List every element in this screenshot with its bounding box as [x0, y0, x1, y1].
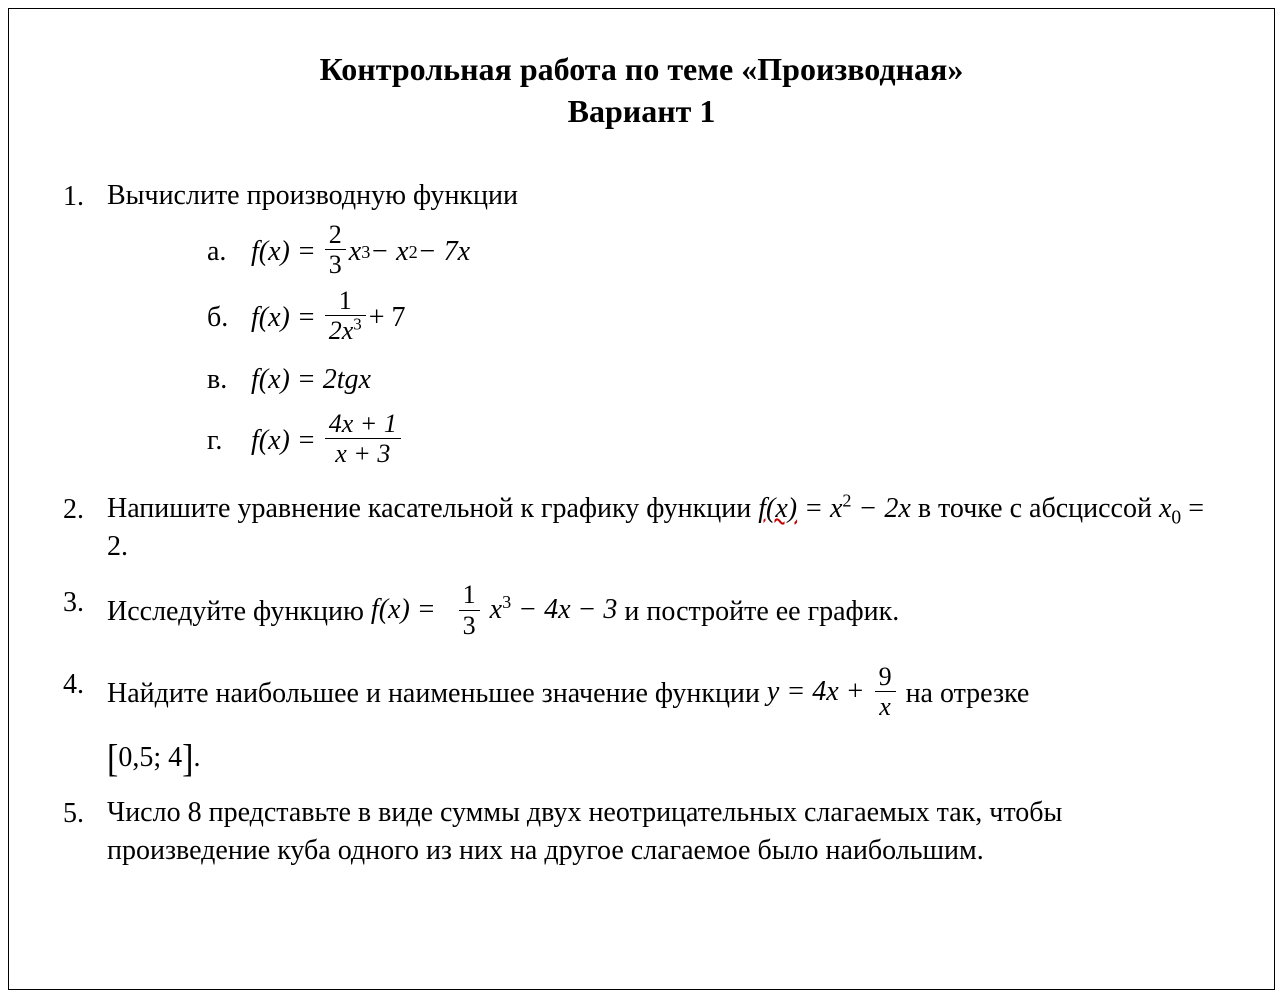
- formula-g: f(x) = 4x + 1 x + 3: [251, 412, 404, 470]
- numerator: 1: [325, 287, 366, 316]
- problem-number: 1.: [59, 177, 107, 478]
- exponent: 3: [502, 592, 511, 612]
- formula: y = 4x + 9 x: [767, 665, 899, 723]
- subitem-label: б.: [207, 298, 251, 337]
- fx: f(x) = 2: [251, 360, 337, 399]
- y-eq: y = 4x +: [767, 676, 865, 707]
- subitem-g: г. f(x) = 4x + 1 x + 3: [207, 412, 1224, 470]
- problem-2: 2. Напишите уравнение касательной к граф…: [59, 490, 1224, 566]
- term: − 2x: [852, 493, 911, 524]
- den-text: 2x: [329, 316, 354, 345]
- subitem-a: а. f(x) = 2 3 x3 − x 2 − 7x: [207, 223, 1224, 281]
- fraction: 4x + 1 x + 3: [325, 410, 401, 468]
- problem-number: 4.: [59, 665, 107, 782]
- subscript: 0: [1171, 507, 1181, 528]
- term: x: [490, 595, 502, 626]
- interval: [0,5; 4].: [107, 737, 200, 783]
- x-var: x: [359, 360, 371, 399]
- problem-body: Вычислите производную функции а. f(x) = …: [107, 177, 1224, 478]
- title-line-2: Вариант 1: [59, 91, 1224, 133]
- subitem-label: а.: [207, 232, 251, 271]
- denominator: x + 3: [325, 439, 401, 467]
- subitem-v: в. f(x) = 2tgx: [207, 354, 1224, 404]
- exponent: 3: [353, 314, 361, 333]
- denominator: 3: [459, 611, 480, 639]
- num-text: 4x + 1: [329, 409, 397, 438]
- term: + 7: [369, 298, 406, 337]
- fx: f(x) =: [251, 232, 316, 271]
- bracket-close: ]: [182, 733, 193, 786]
- term: − x: [370, 232, 408, 271]
- problem-body: Число 8 представьте в виде суммы двух не…: [107, 794, 1224, 870]
- problem-number: 2.: [59, 490, 107, 566]
- formula: f(x) = 1 3 x3 − 4x − 3: [371, 583, 618, 641]
- term: − 4x − 3: [518, 595, 617, 626]
- subitem-label: г.: [207, 421, 251, 460]
- x0: x: [1159, 493, 1171, 524]
- problem-number: 3.: [59, 583, 107, 641]
- title-line-1: Контрольная работа по теме «Производная»: [59, 49, 1224, 91]
- period: .: [193, 742, 200, 773]
- problem-4: 4. Найдите наибольшее и наименьшее значе…: [59, 665, 1224, 782]
- bracket-open: [: [107, 733, 118, 786]
- text: Исследуйте функцию: [107, 593, 364, 631]
- denominator: x: [875, 692, 896, 720]
- text: Найдите наибольшее и наименьшее значение…: [107, 675, 760, 713]
- subitems: а. f(x) = 2 3 x3 − x2 − 7x: [207, 223, 1224, 470]
- fx: f(x) =: [251, 421, 316, 460]
- problem-number: 5.: [59, 794, 107, 870]
- term: x: [349, 232, 361, 271]
- problem-body: Исследуйте функцию f(x) = 1 3 x3 − 4x − …: [107, 583, 1224, 641]
- problem-body: Найдите наибольшее и наименьшее значение…: [107, 665, 1224, 782]
- problem-5: 5. Число 8 представьте в виде суммы двух…: [59, 794, 1224, 870]
- fraction: 9 x: [875, 663, 896, 721]
- fx: f(x) =: [371, 595, 436, 626]
- numerator: 4x + 1: [325, 410, 401, 439]
- document-page: Контрольная работа по теме «Производная»…: [8, 8, 1275, 990]
- term: − 7x: [418, 232, 470, 271]
- numerator: 9: [875, 663, 896, 692]
- fraction: 1 2x3: [325, 287, 366, 345]
- formula-a: f(x) = 2 3 x3 − x 2 − 7x: [251, 223, 470, 281]
- fx: f(x) =: [251, 298, 316, 337]
- tg: tg: [337, 360, 359, 399]
- exponent: 2: [842, 490, 851, 510]
- subitem-b: б. f(x) = 1 2x3 + 7: [207, 289, 1224, 347]
- numerator: 2: [325, 221, 346, 250]
- numerator: 1: [459, 581, 480, 610]
- problem-1: 1. Вычислите производную функции а. f(x)…: [59, 177, 1224, 478]
- formula-v: f(x) = 2tgx: [251, 360, 371, 399]
- subitem-label: в.: [207, 360, 251, 399]
- text: на отрезке: [906, 675, 1030, 713]
- problem-body: Напишите уравнение касательной к графику…: [107, 490, 1224, 566]
- problems-list: 1. Вычислите производную функции а. f(x)…: [59, 177, 1224, 870]
- formula-b: f(x) = 1 2x3 + 7: [251, 289, 406, 347]
- den-text: x + 3: [335, 439, 390, 468]
- title-block: Контрольная работа по теме «Производная»…: [59, 49, 1224, 132]
- fraction: 2 3: [325, 221, 346, 279]
- text: и постройте ее график.: [624, 593, 899, 631]
- denominator: 2x3: [325, 316, 366, 344]
- text: Напишите уравнение касательной к графику…: [107, 493, 758, 524]
- denominator: 3: [325, 250, 346, 278]
- eq: = x: [797, 493, 842, 524]
- text: в точке с абсциссой: [911, 493, 1159, 524]
- interval-content: 0,5; 4: [118, 742, 182, 773]
- fraction: 1 3: [459, 581, 480, 639]
- problem-3: 3. Исследуйте функцию f(x) = 1 3 x3 − 4x…: [59, 583, 1224, 641]
- problem-text: Вычислите производную функции: [107, 177, 1224, 215]
- fx-wavy: f(x): [758, 493, 797, 524]
